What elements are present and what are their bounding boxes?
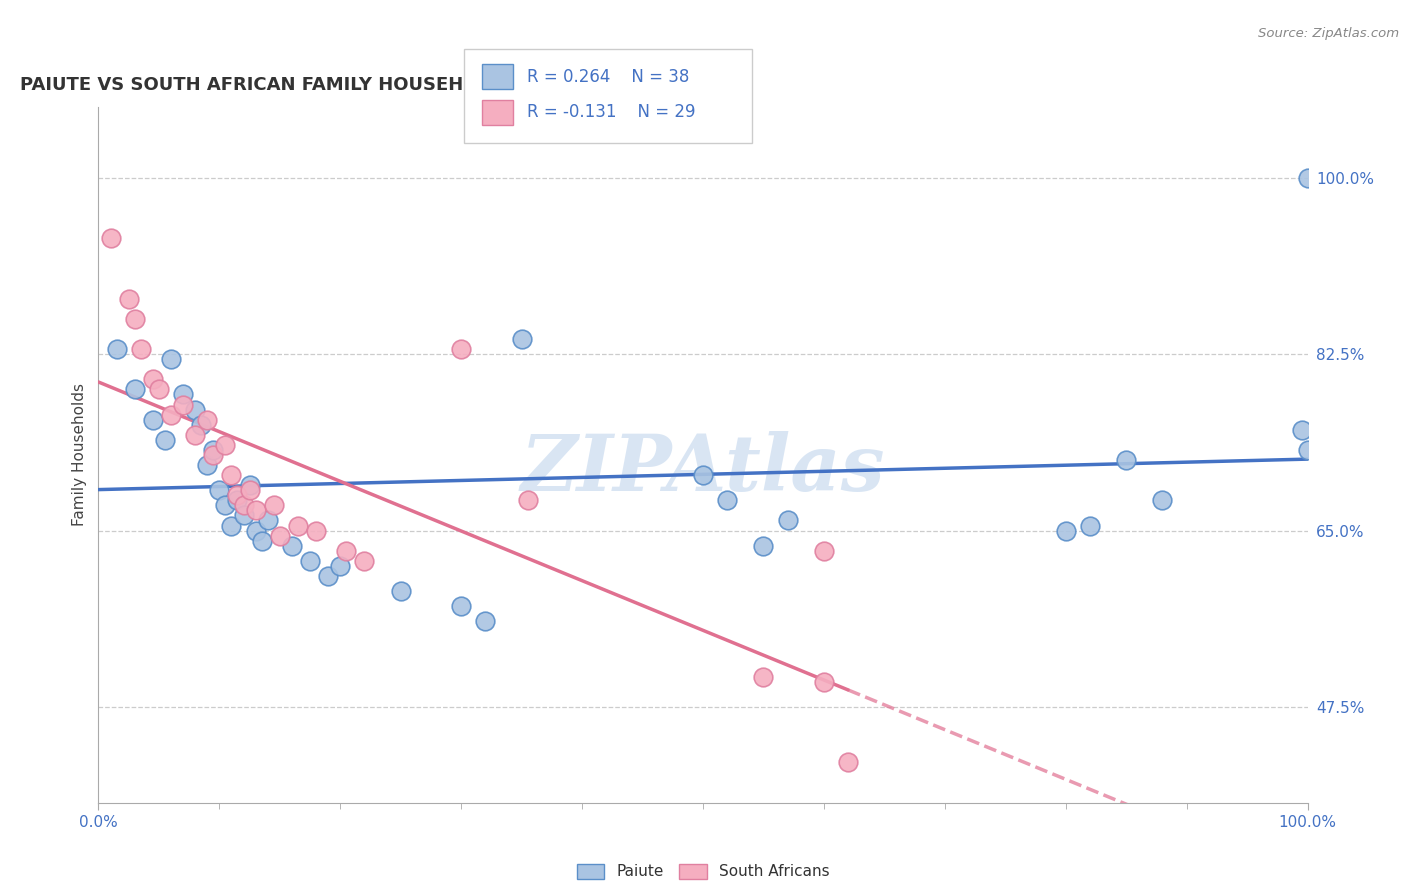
Point: [516, 493, 538, 508]
Point: [105, 342, 128, 356]
Point: [299, 554, 322, 568]
Point: [214, 438, 236, 452]
Point: [172, 387, 194, 401]
Point: [172, 397, 194, 411]
Point: [450, 342, 472, 356]
Point: [245, 503, 267, 517]
Point: [232, 499, 254, 513]
Text: ZIPAtlas: ZIPAtlas: [520, 431, 886, 507]
Point: [1054, 524, 1077, 538]
Point: [142, 372, 165, 386]
Point: [256, 513, 278, 527]
Point: [184, 402, 207, 417]
Point: [202, 448, 225, 462]
Point: [1296, 170, 1319, 185]
Point: [813, 674, 835, 689]
Point: [510, 332, 533, 346]
Point: [1296, 442, 1319, 457]
Point: [1291, 423, 1313, 437]
Point: [752, 670, 775, 684]
Point: [1078, 518, 1101, 533]
Y-axis label: Family Households: Family Households: [72, 384, 87, 526]
Point: [450, 599, 472, 614]
Text: R = -0.131    N = 29: R = -0.131 N = 29: [527, 103, 696, 121]
Point: [353, 554, 375, 568]
Point: [195, 412, 218, 426]
Point: [837, 756, 859, 770]
Point: [184, 427, 207, 442]
Point: [1115, 453, 1137, 467]
Point: [250, 533, 273, 548]
Point: [305, 524, 328, 538]
Point: [221, 468, 243, 483]
Point: [226, 488, 249, 502]
Point: [124, 383, 146, 397]
Point: [226, 493, 249, 508]
Point: [153, 433, 176, 447]
Point: [221, 518, 243, 533]
Point: [329, 558, 352, 573]
Point: [160, 352, 183, 367]
Point: [100, 231, 122, 245]
Point: [281, 539, 304, 553]
Point: [195, 458, 218, 472]
Point: [232, 508, 254, 523]
Point: [776, 513, 799, 527]
Point: [202, 442, 225, 457]
Text: PAIUTE VS SOUTH AFRICAN FAMILY HOUSEHOLDS CORRELATION CHART: PAIUTE VS SOUTH AFRICAN FAMILY HOUSEHOLD…: [20, 77, 740, 95]
Point: [716, 493, 738, 508]
Point: [245, 524, 267, 538]
Point: [316, 569, 339, 583]
Point: [287, 518, 309, 533]
Point: [335, 543, 357, 558]
Point: [129, 342, 152, 356]
Point: [813, 543, 835, 558]
Point: [239, 483, 262, 498]
Point: [142, 412, 165, 426]
Point: [692, 468, 714, 483]
Point: [124, 311, 146, 326]
Point: [1152, 493, 1174, 508]
Text: R = 0.264    N = 38: R = 0.264 N = 38: [527, 68, 689, 86]
Point: [148, 383, 170, 397]
Legend: Paiute, South Africans: Paiute, South Africans: [571, 857, 835, 886]
Point: [208, 483, 231, 498]
Point: [752, 539, 775, 553]
Text: Source: ZipAtlas.com: Source: ZipAtlas.com: [1258, 27, 1399, 40]
Point: [160, 408, 183, 422]
Point: [190, 417, 212, 432]
Point: [118, 292, 141, 306]
Point: [214, 499, 236, 513]
Point: [239, 478, 262, 492]
Point: [269, 528, 291, 542]
Point: [474, 615, 496, 629]
Point: [389, 584, 412, 599]
Point: [263, 499, 285, 513]
